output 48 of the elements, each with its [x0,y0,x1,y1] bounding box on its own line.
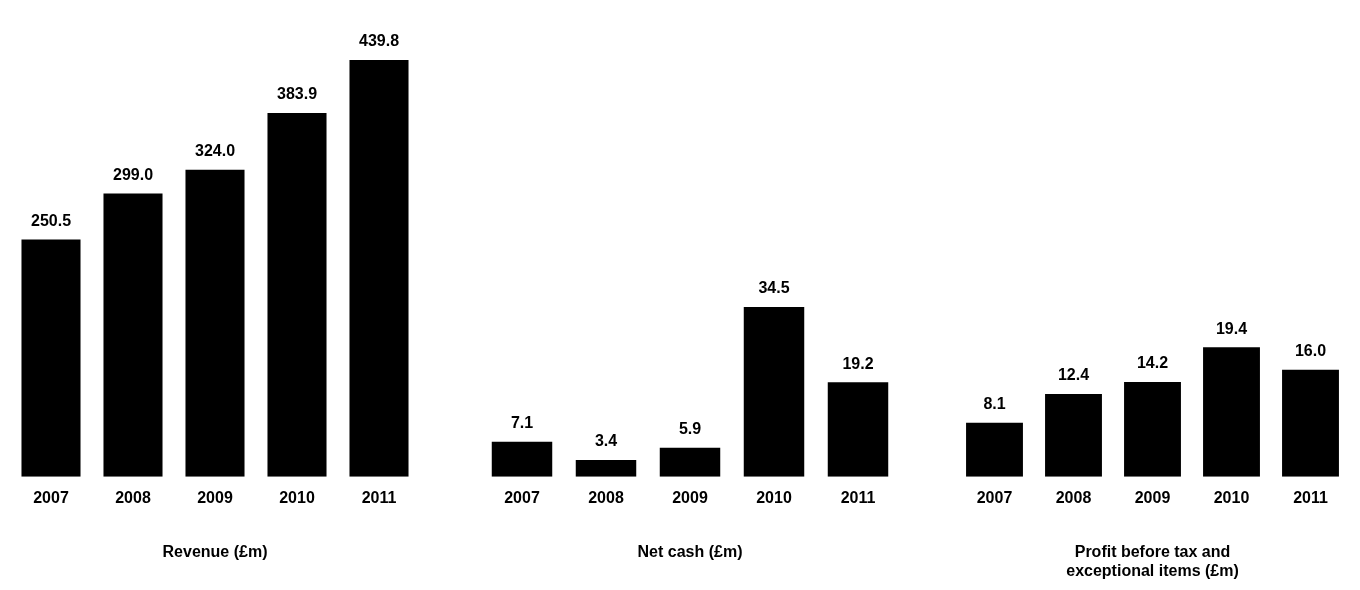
x-tick-label: 2010 [279,488,315,506]
x-tick-label: 2010 [1213,488,1250,506]
data-label: 383.9 [276,85,318,103]
bar [1045,393,1102,477]
data-label: 439.8 [358,32,400,50]
x-tick-label: 2011 [1293,488,1328,506]
data-label: 5.9 [678,420,702,438]
text: Revenue (£m) [161,542,269,561]
bar [21,239,81,477]
bar [267,112,327,477]
bar [491,441,553,477]
x-tick-label: 2009 [197,488,233,506]
x-tick-label: 2010 [756,488,792,506]
x-tick-label: 2008 [115,488,151,506]
x-tick-label: 2007 [33,488,69,506]
text: Profit before tax and exceptional items (£m) [1065,542,1240,580]
bar [827,382,889,477]
bar [1282,369,1339,477]
data-label: 12.4 [1057,366,1090,384]
bar [659,447,721,477]
bar [743,307,805,477]
data-label: 19.2 [842,354,874,372]
data-label: 324.0 [194,142,236,160]
bar [185,169,245,477]
text: Net cash (£m) [636,542,744,561]
data-label: 250.5 [30,211,72,229]
x-tick-label: 2008 [588,488,624,506]
x-tick-label: 2009 [1134,488,1171,506]
data-label: 19.4 [1215,319,1248,337]
bar [1203,347,1260,477]
data-label: 3.4 [594,432,618,450]
data-label: 299.0 [112,165,154,183]
x-tick-label: 2009 [672,488,708,506]
bar [103,193,163,477]
x-tick-label: 2008 [1055,488,1092,506]
data-label: 16.0 [1294,342,1327,360]
bar [575,460,637,477]
x-tick-label: 2007 [976,488,1013,506]
bar [966,422,1023,477]
bar [1124,381,1181,477]
data-label: 34.5 [758,279,790,297]
data-label: 14.2 [1136,354,1169,372]
x-tick-label: 2011 [361,488,397,506]
x-tick-label: 2007 [504,488,540,506]
x-tick-label: 2011 [840,488,876,506]
data-label: 8.1 [983,395,1006,413]
data-label: 7.1 [510,414,534,432]
bar [349,60,409,477]
